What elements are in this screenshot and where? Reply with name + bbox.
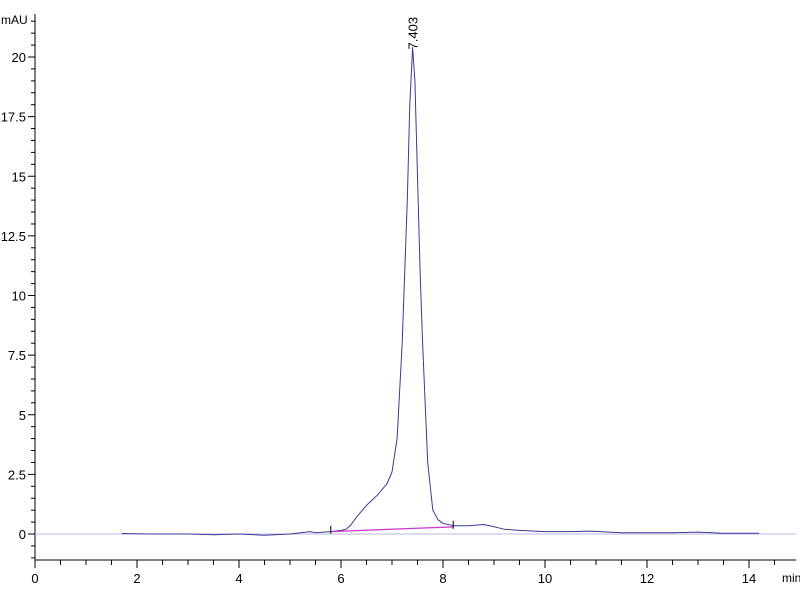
chromatogram-trace — [121, 47, 760, 536]
integration-baseline — [330, 526, 454, 533]
y-tick-label: 12.5 — [1, 229, 26, 244]
x-tick-label: 4 — [235, 571, 242, 586]
y-tick-label: 15 — [12, 169, 26, 184]
plot-area: 7.403 — [35, 17, 796, 536]
x-tick-label: 0 — [31, 571, 38, 586]
y-tick-label: 7.5 — [8, 348, 26, 363]
x-axis-label: min — [782, 571, 800, 585]
y-tick-label: 20 — [12, 50, 26, 65]
x-tick-label: 2 — [133, 571, 140, 586]
x-tick-label: 12 — [640, 571, 654, 586]
x-tick-label: 6 — [337, 571, 344, 586]
y-axis-label: mAU — [1, 13, 28, 27]
tick-labels: 0 2.5 5 7.5 10 12.5 15 17.5 20 0 2 4 6 8 10 12 14 — [1, 50, 757, 586]
x-tick-label: 8 — [439, 571, 446, 586]
peak-retention-time-label: 7.403 — [406, 17, 421, 50]
y-tick-label: 2.5 — [8, 467, 26, 482]
x-tick-label: 10 — [538, 571, 552, 586]
y-tick-label: 10 — [12, 289, 26, 304]
x-tick-label: 14 — [742, 571, 756, 586]
y-tick-label: 0 — [19, 527, 26, 542]
y-tick-label: 17.5 — [1, 110, 26, 125]
axes — [28, 14, 796, 568]
y-tick-label: 5 — [19, 408, 26, 423]
